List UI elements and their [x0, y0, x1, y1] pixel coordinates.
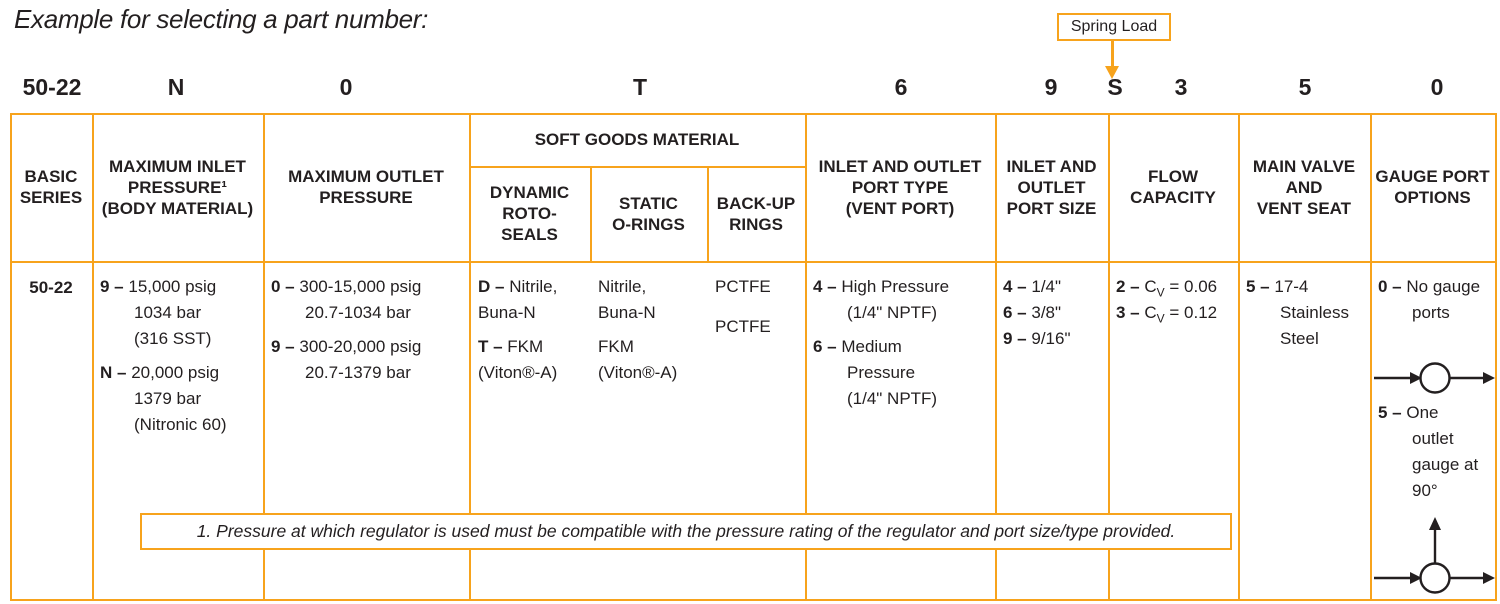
- part-number-segment-outlet: 0: [339, 74, 353, 100]
- header-back-up-rings: BACK-UP RINGS: [716, 193, 796, 234]
- static-option-fkm: FKM (Viton®-A): [598, 337, 678, 382]
- flow-option-3: 3 – CV = 0.12: [1116, 303, 1218, 326]
- part-number-segment-inlet: N: [167, 74, 185, 100]
- grid-line-subcol1: [590, 166, 592, 261]
- part-number-segment-porttype: 6: [894, 74, 908, 100]
- cell-flow-capacity: 2 – CV = 0.06 3 – CV = 0.12: [1116, 274, 1234, 326]
- flow-option-2: 2 – CV = 0.06: [1116, 277, 1218, 300]
- header-dynamic-roto-seals: DYNAMIC ROTO- SEALS: [489, 183, 570, 244]
- grid-line-bottom: [10, 599, 1497, 601]
- part-number-segment-softgoods: T: [632, 74, 648, 100]
- cell-max-outlet-pressure: 0 – 300-15,000 psig 20.7-1034 bar 9 – 30…: [271, 274, 466, 394]
- dynamic-option-d: D – Nitrile, Buna-N: [478, 277, 558, 322]
- inlet-option-9: 9 – 15,000 psig 1034 bar (316 SST): [100, 277, 217, 348]
- grid-line-softgoods-split: [469, 166, 807, 168]
- grid-line-col1: [92, 113, 94, 601]
- grid-line-col4: [805, 113, 807, 601]
- header-basic-series: BASIC SERIES: [19, 167, 83, 207]
- grid-line-top: [10, 113, 1497, 115]
- port-type-option-6: 6 – Medium Pressure (1/4" NPTF): [813, 337, 938, 408]
- cell-main-valve-vent-seat: 5 – 17-4 Stainless Steel: [1246, 274, 1366, 360]
- header-soft-goods-material: SOFT GOODS MATERIAL: [534, 130, 740, 149]
- static-option-nitrile: Nitrile, Buna-N: [598, 277, 656, 322]
- cell-back-up-rings: PCTFE PCTFE: [715, 274, 800, 348]
- outlet-gauge-90-degrees-icon: [1374, 517, 1495, 594]
- main-valve-option-5: 5 – 17-4 Stainless Steel: [1246, 277, 1349, 348]
- gauge-option-5: 5 – One outlet gauge at 90°: [1378, 403, 1479, 500]
- spring-load-arrow: [1111, 41, 1114, 67]
- backup-ring-pctfe-1: PCTFE: [715, 277, 771, 296]
- header-max-outlet-pressure: MAXIMUM OUTLET PRESSURE: [288, 167, 444, 207]
- grid-line-header-bottom: [10, 261, 1497, 263]
- footnote-text: 1. Pressure at which regulator is used m…: [196, 521, 1176, 541]
- spring-load-callout: Spring Load: [1057, 13, 1171, 41]
- cell-max-inlet-pressure: 9 – 15,000 psig 1034 bar (316 SST) N – 2…: [100, 274, 260, 446]
- part-number-segment-portsize: 9: [1044, 74, 1058, 100]
- grid-line-col2: [263, 113, 265, 601]
- outlet-option-0: 0 – 300-15,000 psig 20.7-1034 bar: [271, 277, 422, 322]
- header-flow-capacity: FLOW CAPACITY: [1130, 167, 1216, 207]
- gauge-option-0: 0 – No gauge ports: [1378, 277, 1481, 322]
- grid-line-col3: [469, 113, 471, 601]
- grid-line-left-edge: [10, 113, 12, 601]
- cell-gauge-port-option-5: 5 – One outlet gauge at 90°: [1378, 400, 1493, 512]
- page-title: Example for selecting a part number:: [14, 4, 429, 34]
- port-size-option-6: 6 – 3/8": [1003, 303, 1062, 322]
- cell-basic-series: 50-22: [29, 278, 73, 297]
- header-max-inlet-pressure: MAXIMUM INLET PRESSURE¹ (BODY MATERIAL): [101, 156, 254, 218]
- grid-line-right-edge: [1495, 113, 1497, 601]
- grid-line-col6: [1108, 113, 1110, 601]
- spring-load-arrowhead-icon: [1105, 66, 1119, 79]
- part-number-segment-basic: 50-22: [22, 74, 82, 100]
- port-size-option-9: 9 – 9/16": [1003, 329, 1071, 348]
- backup-ring-pctfe-2: PCTFE: [715, 317, 771, 336]
- outlet-option-9: 9 – 300-20,000 psig 20.7-1379 bar: [271, 337, 422, 382]
- cell-port-size: 4 – 1/4" 6 – 3/8" 9 – 9/16": [1003, 274, 1103, 352]
- cell-port-type: 4 – High Pressure (1/4" NPTF) 6 – Medium…: [813, 274, 991, 420]
- part-number-segment-flow: 3: [1174, 74, 1188, 100]
- port-type-option-4: 4 – High Pressure (1/4" NPTF): [813, 277, 950, 322]
- cell-dynamic-roto-seals: D – Nitrile, Buna-N T – FKM (Viton®-A): [478, 274, 590, 394]
- part-number-segment-gauge: 0: [1430, 74, 1444, 100]
- spring-load-label: Spring Load: [1070, 18, 1158, 35]
- cell-gauge-port-options: 0 – No gauge ports: [1378, 274, 1493, 334]
- footnote-box: 1. Pressure at which regulator is used m…: [140, 513, 1232, 550]
- header-gauge-port-options: GAUGE PORT OPTIONS: [1375, 167, 1490, 207]
- grid-line-col5: [995, 113, 997, 601]
- header-static-o-rings: STATIC O-RINGS: [612, 193, 685, 234]
- grid-line-col8: [1370, 113, 1372, 601]
- header-port-size: INLET AND OUTLET PORT SIZE: [1006, 156, 1097, 218]
- grid-line-subcol2: [707, 166, 709, 261]
- inlet-option-n: N – 20,000 psig 1379 bar (Nitronic 60): [100, 363, 227, 434]
- header-main-valve-vent-seat: MAIN VALVE AND VENT SEAT: [1252, 156, 1356, 218]
- grid-line-col7: [1238, 113, 1240, 601]
- flow-through-no-gauge-icon: [1374, 362, 1495, 394]
- dynamic-option-t: T – FKM (Viton®-A): [478, 337, 558, 382]
- cell-static-o-rings: Nitrile, Buna-N FKM (Viton®-A): [598, 274, 706, 394]
- part-number-segment-springload: S: [1107, 74, 1123, 100]
- part-number-segment-mainvalve: 5: [1298, 74, 1312, 100]
- header-port-type: INLET AND OUTLET PORT TYPE (VENT PORT): [818, 156, 982, 218]
- port-size-option-4: 4 – 1/4": [1003, 277, 1062, 296]
